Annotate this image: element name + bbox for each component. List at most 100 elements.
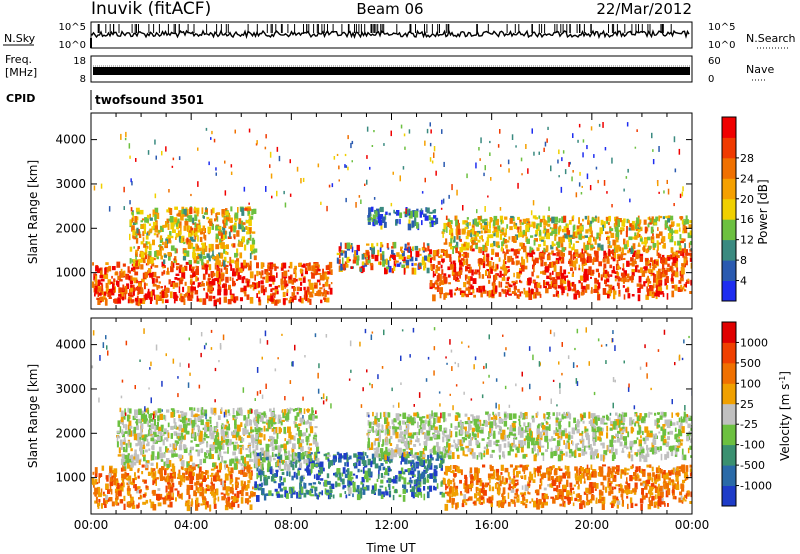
- heatmap-cell: [236, 461, 240, 464]
- heatmap-cell: [285, 463, 288, 467]
- heatmap-cell: [494, 268, 497, 272]
- heatmap-cell: [564, 280, 567, 285]
- heatmap-cell: [523, 289, 526, 295]
- heatmap-cell: [511, 280, 515, 284]
- heatmap-cell: [197, 282, 202, 287]
- heatmap-cell: [186, 461, 189, 468]
- heatmap-cell: [211, 253, 214, 260]
- heatmap-cell: [157, 469, 160, 474]
- heatmap-cell: [622, 281, 625, 284]
- heatmap-cell: [152, 209, 155, 215]
- heatmap-cell: [97, 486, 101, 494]
- heatmap-cell: [584, 262, 588, 266]
- heatmap-cell: [597, 179, 599, 184]
- heatmap-cell: [374, 463, 379, 469]
- heatmap-cell: [557, 250, 560, 253]
- heatmap-cell: [534, 238, 538, 242]
- heatmap-cell: [234, 420, 237, 425]
- heatmap-cell: [609, 228, 614, 232]
- heatmap-cell: [417, 470, 421, 477]
- heatmap-cell: [391, 246, 395, 249]
- heatmap-cell: [317, 272, 322, 275]
- heatmap-cell: [497, 225, 501, 230]
- heatmap-cell: [366, 126, 369, 132]
- heatmap-cell: [508, 293, 512, 296]
- heatmap-cell: [182, 237, 185, 242]
- heatmap-cell: [404, 469, 408, 472]
- heatmap-cell: [181, 214, 185, 218]
- heatmap-cell: [436, 266, 441, 271]
- heatmap-cell: [441, 258, 445, 263]
- heatmap-cell: [469, 245, 472, 251]
- heatmap-cell: [298, 423, 302, 427]
- heatmap-cell: [423, 493, 426, 501]
- heatmap-cell: [91, 478, 94, 481]
- heatmap-cell: [643, 219, 647, 225]
- heatmap-cell: [193, 435, 197, 441]
- heatmap-cell: [223, 480, 227, 483]
- heatmap-cell: [159, 496, 162, 500]
- heatmap-cell: [265, 445, 270, 452]
- heatmap-cell: [143, 455, 146, 462]
- heatmap-cell: [121, 473, 125, 479]
- heatmap-cell: [351, 160, 353, 163]
- heatmap-cell: [401, 454, 405, 462]
- heatmap-cell: [298, 298, 301, 302]
- heatmap-cell: [196, 209, 199, 217]
- heatmap-cell: [190, 410, 194, 418]
- heatmap-cell: [462, 246, 466, 251]
- heatmap-cell: [577, 228, 580, 235]
- heatmap-cell: [330, 489, 333, 493]
- heatmap-cell: [523, 245, 527, 253]
- heatmap-cell: [295, 433, 298, 436]
- heatmap-cell: [584, 235, 588, 238]
- heatmap-cell: [167, 223, 170, 230]
- heatmap-cell: [105, 262, 109, 265]
- heatmap-cell: [536, 291, 541, 296]
- heatmap-cell: [409, 477, 412, 480]
- heatmap-cell: [129, 464, 133, 471]
- heatmap-cell: [179, 279, 183, 285]
- heatmap-cell: [208, 264, 212, 271]
- heatmap-cell: [438, 274, 442, 281]
- heatmap-cell: [582, 285, 586, 290]
- heatmap-cell: [447, 218, 450, 222]
- heatmap-cell: [151, 295, 153, 302]
- heatmap-cell: [404, 248, 408, 251]
- heatmap-cell: [456, 287, 458, 291]
- heatmap-cell: [576, 228, 580, 232]
- heatmap-cell: [287, 426, 291, 433]
- heatmap-cell: [294, 415, 298, 421]
- heatmap-cell: [319, 482, 321, 485]
- heatmap-cell: [388, 479, 392, 483]
- heatmap-cell: [154, 139, 156, 145]
- heatmap-cell: [455, 219, 458, 227]
- heatmap-cell: [408, 246, 410, 253]
- heatmap-cell: [374, 483, 377, 490]
- heatmap-cell: [521, 256, 524, 261]
- heatmap-cell: [585, 248, 588, 254]
- heatmap-cell: [185, 476, 189, 481]
- heatmap-cell: [126, 283, 130, 289]
- heatmap-cell: [265, 271, 269, 276]
- heatmap-cell: [656, 240, 659, 246]
- heatmap-cell: [407, 242, 410, 246]
- heatmap-cell: [103, 291, 107, 296]
- heatmap-cell: [380, 463, 384, 466]
- heatmap-cell: [575, 240, 580, 243]
- heatmap-cell: [153, 294, 156, 300]
- heatmap-cell: [680, 248, 685, 255]
- heatmap-cell: [228, 502, 232, 509]
- heatmap-cell: [285, 283, 289, 287]
- heatmap-cell: [435, 458, 440, 461]
- heatmap-cell: [225, 464, 229, 468]
- heatmap-cell: [666, 256, 671, 261]
- heatmap-cell: [623, 238, 626, 245]
- heatmap-cell: [303, 421, 308, 425]
- heatmap-cell: [123, 287, 128, 295]
- heatmap-cell: [252, 282, 255, 287]
- heatmap-cell: [582, 152, 584, 158]
- nave-tick-top: 60: [708, 56, 721, 67]
- heatmap-cell: [408, 219, 411, 224]
- heatmap-cell: [118, 485, 123, 488]
